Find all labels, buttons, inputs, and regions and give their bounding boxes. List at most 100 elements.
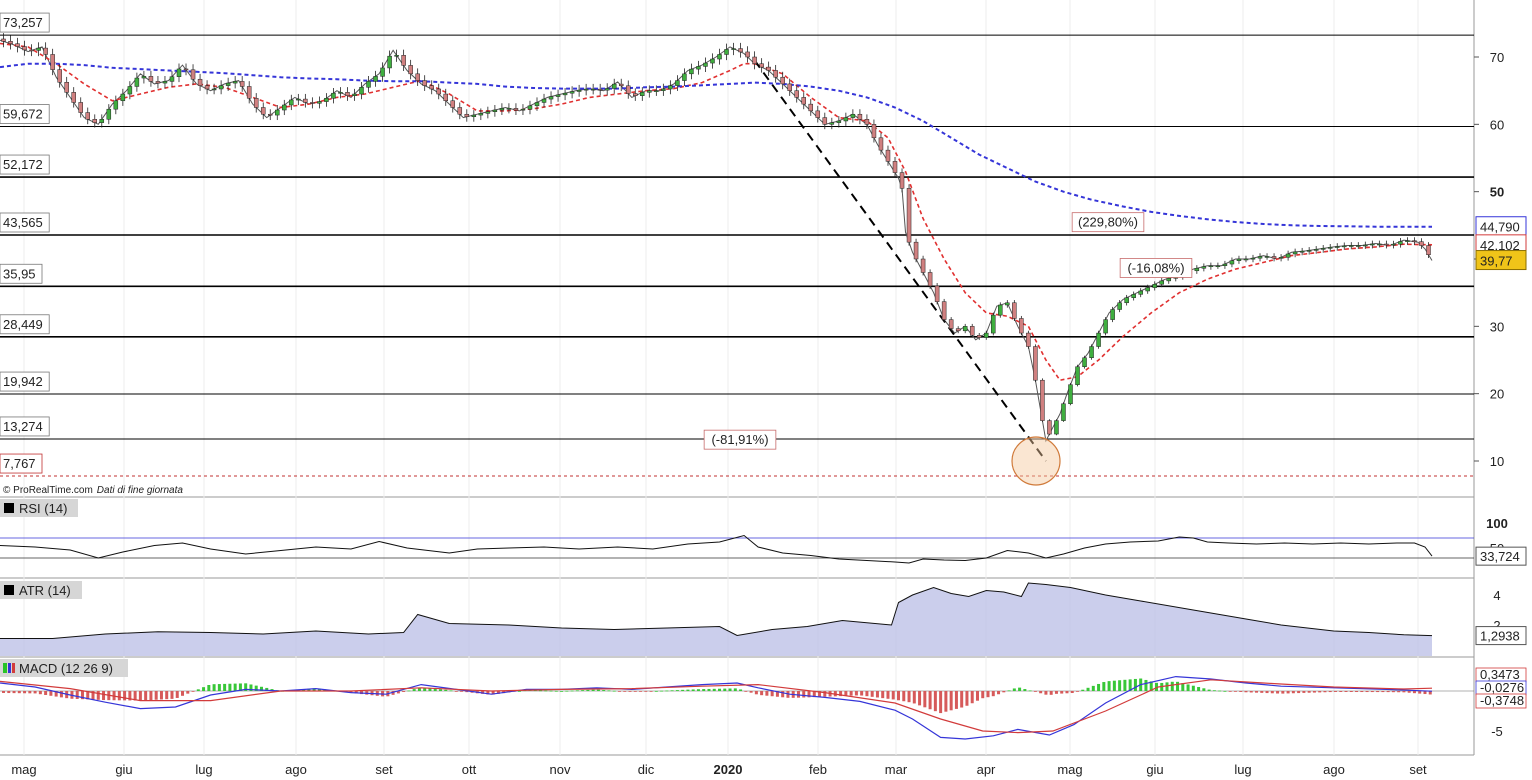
- candle-body: [1370, 243, 1375, 246]
- macd-hist-bar: [1376, 691, 1380, 693]
- macd-hist-bar: [1186, 684, 1190, 691]
- macd-hist-bar: [181, 691, 185, 696]
- candle-body: [352, 93, 357, 96]
- macd-hist-bar: [586, 689, 590, 691]
- macd-hist-bar: [544, 690, 548, 692]
- macd-hist-bar: [939, 691, 943, 714]
- candle-body: [366, 81, 371, 88]
- macd-hist-bar: [1239, 691, 1243, 692]
- macd-hist-bar: [749, 691, 753, 693]
- macd-hist-bar: [460, 691, 464, 692]
- candle-body: [485, 111, 491, 114]
- candle-body: [345, 92, 350, 96]
- candle-body: [1391, 243, 1396, 246]
- macd-hist-bar: [1386, 691, 1390, 693]
- macd-tick-label: -5: [1491, 724, 1503, 739]
- macd-hist-bar: [991, 691, 995, 697]
- candle-body: [78, 102, 83, 113]
- candle-body: [1124, 297, 1129, 304]
- candle-body: [436, 88, 441, 95]
- candle-body: [317, 101, 322, 104]
- macd-hist-bar: [812, 691, 816, 698]
- candle-body: [1131, 294, 1136, 298]
- macd-hist-bar: [1286, 691, 1290, 694]
- macd-hist-bar: [965, 691, 969, 706]
- macd-hist-bar: [1323, 691, 1327, 693]
- macd-hist-bar: [1291, 691, 1295, 694]
- macd-hist-bar: [1244, 691, 1248, 693]
- atr-last-box: [1475, 626, 1527, 646]
- x-tick-label: dic: [638, 762, 655, 777]
- candle-body: [1201, 266, 1207, 269]
- level-label: 13,274: [3, 419, 43, 434]
- rsi-line: [0, 534, 1433, 564]
- macd-hist-bar: [1112, 680, 1116, 691]
- macd-hist-bar: [560, 691, 564, 692]
- macd-hist-bar: [249, 684, 253, 691]
- annotations: (-81,91%) (229,80%) (-16,08%): [703, 212, 1193, 450]
- candle-body: [955, 328, 961, 332]
- x-tick-label: ago: [1323, 762, 1345, 777]
- candle-body: [422, 80, 427, 86]
- macd-hist-bar: [149, 691, 153, 701]
- price-axis: 70605040302010: [1474, 50, 1504, 469]
- macd-hist-bar: [1349, 691, 1353, 692]
- macd-hist-bar: [438, 689, 442, 691]
- candle-body: [1271, 256, 1277, 259]
- price-tick-label: 30: [1490, 319, 1504, 334]
- candle-body: [338, 92, 343, 94]
- annotation-box: [1119, 258, 1193, 278]
- candle-body: [1278, 257, 1284, 259]
- candle-body: [268, 113, 273, 116]
- candle-body: [689, 68, 694, 75]
- candle-body: [745, 51, 750, 58]
- macd-hist-bar: [144, 691, 148, 701]
- macd-hist-bar: [265, 687, 269, 691]
- macd-hist-bar: [33, 691, 37, 694]
- macd-hist-bar: [444, 689, 448, 691]
- candle-body: [275, 109, 280, 116]
- macd-legend-icon-hist: [3, 663, 7, 673]
- candle-body: [141, 76, 147, 79]
- macd-hist-bar: [1328, 691, 1332, 693]
- price-badge: 39,77: [1480, 254, 1513, 269]
- candle-body: [1089, 346, 1094, 359]
- level-label: 73,257: [3, 15, 43, 30]
- level-label: 35,95: [3, 266, 36, 281]
- bottom-highlight-circle: [1011, 436, 1061, 486]
- macd-hist-bar: [91, 691, 95, 700]
- macd-hist-bar: [1039, 691, 1043, 694]
- macd-signal-line: [0, 679, 1433, 734]
- macd-hist-bar: [1165, 682, 1169, 691]
- macd-hist-bar: [212, 684, 216, 691]
- rsi-label-bg: [0, 499, 78, 517]
- candle-body: [991, 314, 996, 334]
- x-tick-label: giu: [1146, 762, 1163, 777]
- macd-hist-bar: [391, 691, 395, 695]
- macd-hist-bar: [1076, 691, 1080, 692]
- candle-body: [1342, 245, 1347, 248]
- macd-hist-bar: [796, 691, 800, 698]
- candle-body: [766, 66, 771, 71]
- candle-body: [246, 86, 252, 99]
- candle-body: [310, 102, 315, 104]
- candle-body: [941, 301, 947, 320]
- candle-body: [1257, 256, 1263, 259]
- atr-line: [0, 582, 1433, 639]
- candle-body: [15, 43, 20, 47]
- macd-hist-bar: [1060, 691, 1064, 694]
- macd-hist-bar: [691, 689, 695, 691]
- macd-hist-bar: [49, 691, 53, 696]
- macd-hist-bar: [423, 687, 427, 691]
- candle-body: [457, 107, 463, 115]
- macd-hist-bar: [1370, 691, 1374, 693]
- macd-hist-bar: [191, 691, 195, 692]
- candle-body: [331, 92, 336, 99]
- x-tick-label: nov: [550, 762, 571, 777]
- candle-body: [239, 81, 245, 87]
- macd-hist-bar: [1044, 691, 1048, 695]
- candle-body: [1334, 246, 1340, 248]
- candle-body: [738, 48, 743, 53]
- candle-body: [920, 258, 926, 273]
